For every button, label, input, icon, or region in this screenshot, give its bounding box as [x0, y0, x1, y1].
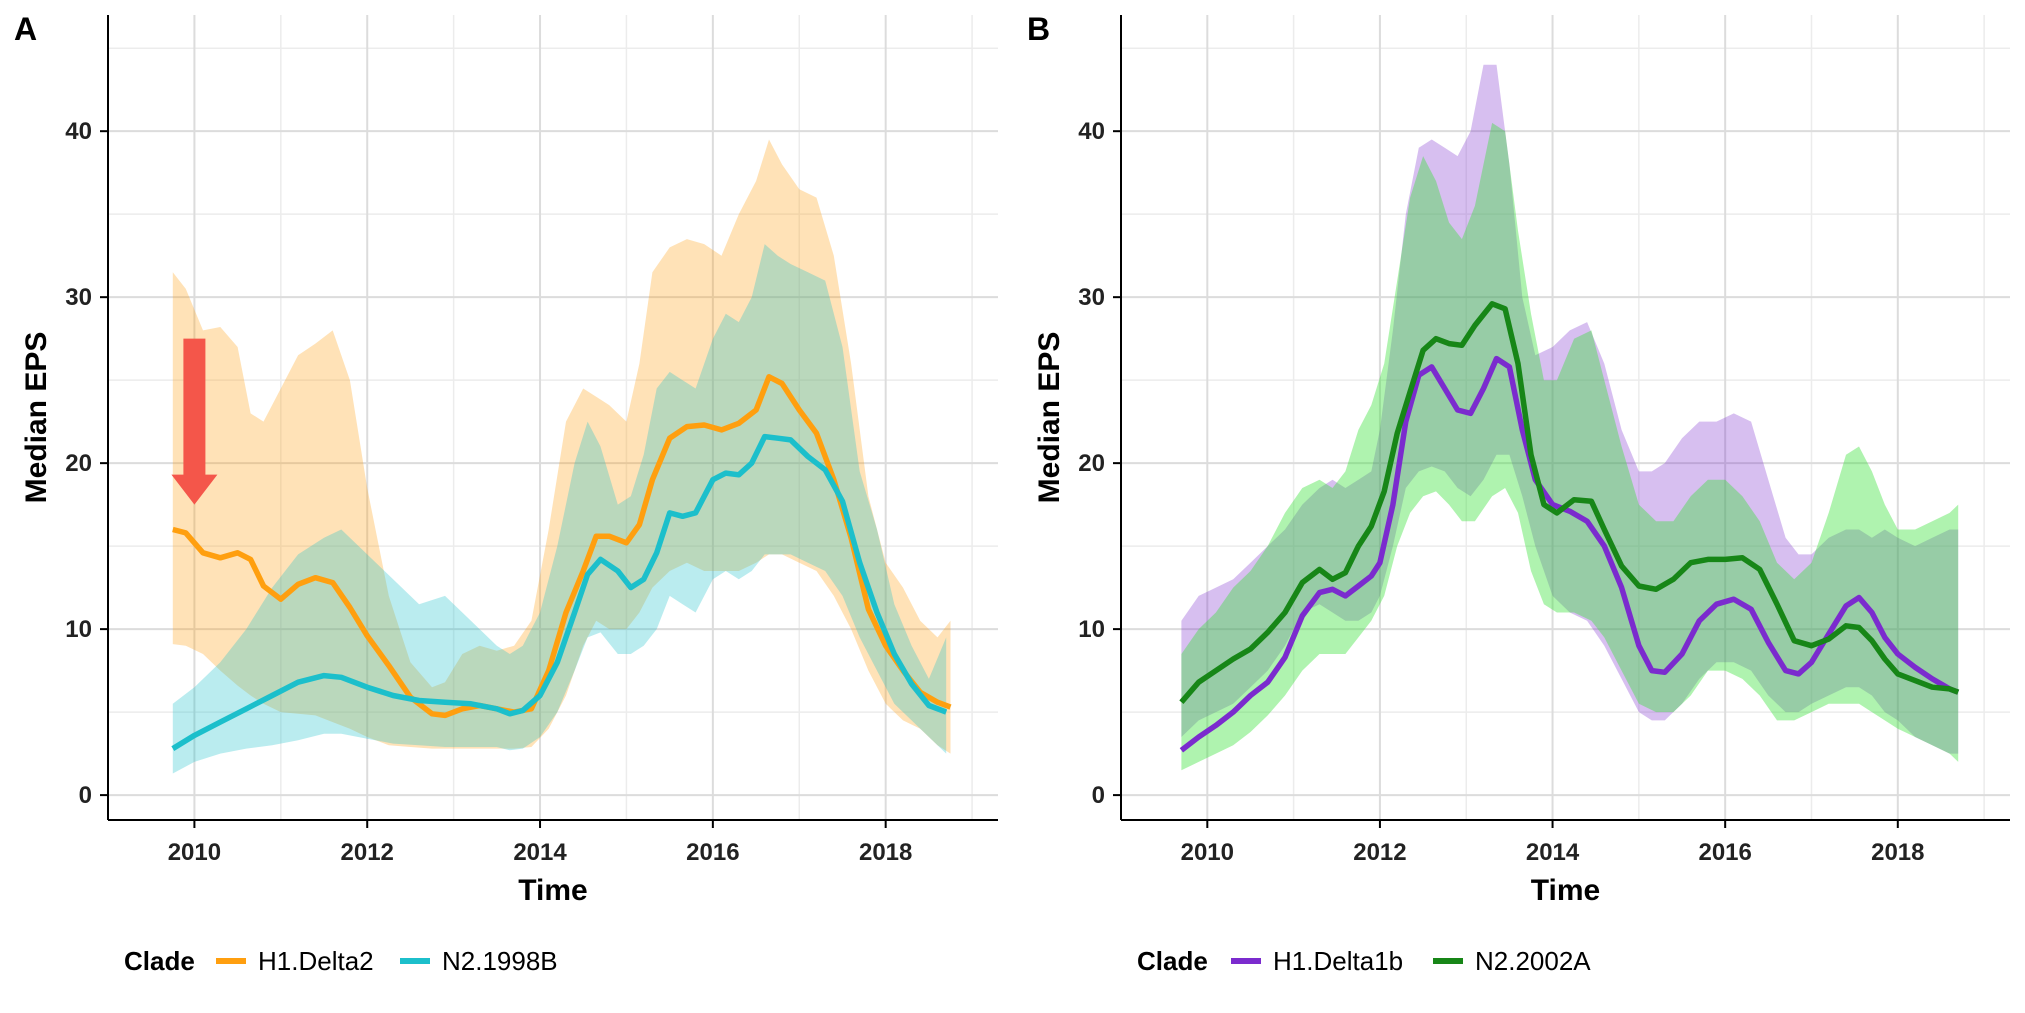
legend: Clade H1.Delta1b N2.2002A	[1137, 946, 1591, 976]
ribbon-n2-1998b	[172, 244, 947, 774]
y-axis-title: Median EPS	[1033, 332, 1066, 504]
x-tick-label: 2014	[1526, 839, 1580, 866]
x-tick-label: 2016	[686, 839, 739, 866]
x-tick-label: 2018	[859, 839, 912, 866]
x-tick-label: 2016	[1698, 839, 1751, 866]
panel-letter: B	[1027, 11, 1050, 47]
legend-label: N2.1998B	[442, 946, 558, 976]
x-axis-title: Time	[1531, 874, 1600, 907]
y-tick-label: 40	[1078, 118, 1105, 145]
x-tick-label: 2010	[168, 839, 221, 866]
x-axis-title: Time	[518, 874, 587, 907]
legend-label: H1.Delta2	[258, 946, 374, 976]
legend-label: H1.Delta1b	[1273, 946, 1403, 976]
series-line-h1-delta2	[172, 374, 952, 719]
legend-title: Clade	[1137, 946, 1208, 976]
y-axis-title: Median EPS	[20, 332, 53, 504]
y-tick-label: 0	[79, 782, 92, 809]
ribbon-n2-2002a	[1181, 122, 1959, 771]
x-tick-label: 2014	[513, 839, 567, 866]
x-tick-label: 2012	[1353, 839, 1406, 866]
y-tick-label: 30	[1078, 284, 1105, 311]
annotation-arrow	[171, 338, 218, 505]
y-tick-label: 10	[1078, 616, 1105, 643]
legend-title: Clade	[124, 946, 195, 976]
y-tick-label: 40	[65, 118, 92, 145]
ribbon-h1-delta2	[172, 139, 951, 754]
y-tick-label: 0	[1092, 782, 1105, 809]
panel-a: 2010 2012 2014 2016 2018 0 10 20 30 40 Time Median …	[14, 11, 998, 976]
series-line-h1-delta1b	[1179, 355, 1960, 753]
y-tick-label: 30	[65, 284, 92, 311]
x-tick-label: 2010	[1181, 839, 1234, 866]
panel-letter: A	[14, 11, 37, 47]
x-tick-label: 2018	[1871, 839, 1924, 866]
x-tick-label: 2012	[341, 839, 394, 866]
legend-label: N2.2002A	[1475, 946, 1591, 976]
series-line-n2-2002a	[1179, 301, 1960, 704]
legend: Clade H1.Delta2 N2.1998B	[124, 946, 558, 976]
series-line-n2-1998b	[171, 433, 948, 751]
y-tick-label: 10	[65, 616, 92, 643]
y-tick-label: 20	[65, 450, 92, 477]
y-tick-label: 20	[1078, 450, 1105, 477]
panel-b: 2010 2012 2014 2016 2018 0 10 20 30 40 Time Median …	[1027, 11, 2010, 976]
